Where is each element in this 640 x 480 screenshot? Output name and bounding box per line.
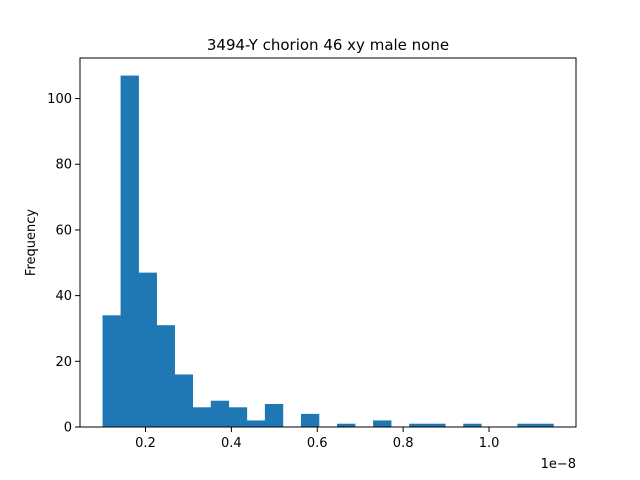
y-tick-label: 40 — [55, 289, 72, 304]
y-tick-label: 80 — [55, 158, 72, 173]
x-axis-ticks: 0.2 0.4 0.6 0.8 1.0 — [135, 427, 499, 451]
histogram-bar — [102, 315, 121, 427]
histogram-bar — [120, 75, 139, 427]
plot-frame — [79, 57, 577, 428]
histogram-bar — [210, 400, 230, 427]
histogram-bar — [156, 325, 175, 427]
y-tick-label: 0 — [64, 421, 72, 436]
histogram-bar — [246, 420, 266, 427]
histogram-bar — [463, 423, 482, 427]
histogram-bar — [535, 423, 554, 427]
x-tick-label: 0.4 — [221, 436, 242, 451]
x-tick-label: 0.2 — [135, 436, 156, 451]
x-tick-label: 1.0 — [479, 436, 500, 451]
histogram-bar — [409, 423, 428, 427]
y-tick-label: 60 — [55, 223, 72, 238]
x-tick-label: 0.8 — [393, 436, 414, 451]
histogram-bar — [192, 407, 212, 427]
histogram-bar — [174, 374, 194, 427]
x-tick-label: 0.6 — [307, 436, 328, 451]
bars-group — [102, 75, 554, 427]
histogram-bar — [517, 423, 536, 427]
y-tick-label: 100 — [47, 92, 72, 107]
histogram-bar — [300, 413, 320, 427]
histogram-bar — [373, 420, 392, 427]
histogram-bar — [138, 272, 157, 427]
histogram-bar — [337, 423, 356, 427]
chart-title: 3494-Y chorion 46 xy male none — [207, 36, 449, 54]
histogram-bar — [264, 404, 284, 427]
y-tick-label: 20 — [55, 355, 72, 370]
x-axis-offset-label: 1e−8 — [541, 457, 576, 472]
y-axis-ticks: 0 20 40 60 80 100 — [47, 92, 80, 436]
histogram-bar — [228, 407, 248, 427]
histogram-bar — [427, 423, 446, 427]
y-axis-label: Frequency — [24, 209, 39, 276]
